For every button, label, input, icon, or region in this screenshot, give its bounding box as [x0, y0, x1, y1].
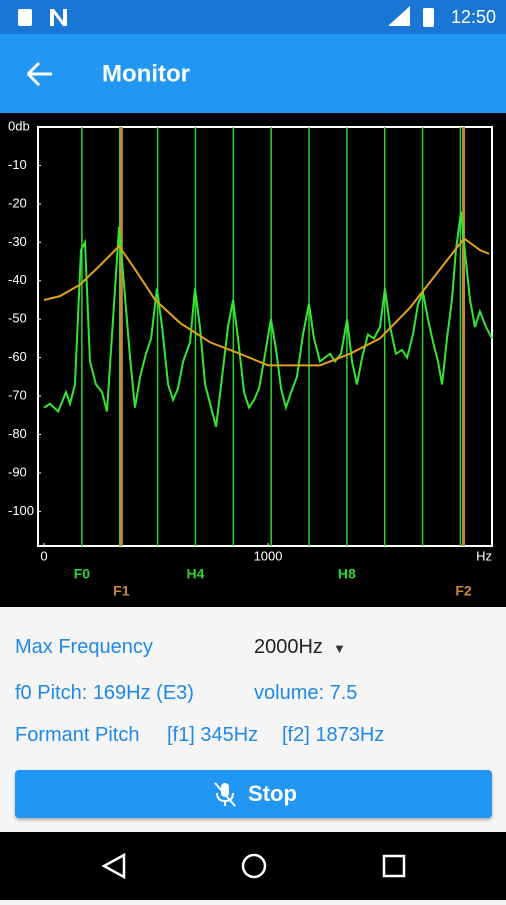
y-tick-label: -90 — [8, 464, 27, 479]
stop-button[interactable]: Stop — [15, 770, 492, 818]
battery-icon — [423, 8, 434, 27]
dropdown-arrow[interactable]: ▼ — [332, 641, 346, 656]
volume: volume: 7.5 — [254, 682, 358, 704]
f0-pitch: f0 Pitch: 169Hz (E3) — [15, 682, 194, 704]
y-tick-label: 0db — [8, 118, 30, 133]
formant-label: F2 — [455, 583, 472, 599]
formant-f1: [f1] 345Hz — [167, 724, 259, 746]
y-tick-label: -80 — [8, 426, 27, 441]
harmonic-label: H4 — [187, 566, 205, 582]
nav-home[interactable] — [241, 853, 267, 879]
y-tick-label: -30 — [8, 234, 27, 249]
x-tick-label: Hz — [476, 548, 492, 563]
spectrum-chart: 0db -10 -20 -30 -40 -50 -60 -70 -80 -90 -100 0 1000 H… — [0, 113, 506, 607]
max-frequency-dropdown[interactable]: 2000Hz ▼ — [254, 636, 346, 659]
nav-icons — [101, 852, 406, 880]
y-tick-label: -10 — [8, 157, 27, 172]
formant-label: Formant Pitch — [15, 724, 140, 746]
sd-icon — [18, 9, 32, 26]
y-tick-label: -40 — [8, 272, 27, 287]
plot-frame — [37, 126, 493, 547]
status-icons: 12:50 — [18, 6, 496, 27]
nav-back[interactable] — [101, 852, 126, 880]
mic-off-icon[interactable] — [210, 779, 240, 809]
status-bar: 12:50 — [0, 0, 506, 34]
y-tick-label: -70 — [8, 388, 27, 403]
harmonic-label: F0 — [74, 566, 91, 582]
formant-label: F1 — [113, 583, 130, 599]
spectrum-line — [43, 211, 493, 428]
app-bar-content: Monitor — [26, 60, 190, 87]
spectrum-line — [43, 237, 490, 367]
signal-icon — [388, 6, 410, 26]
nav-recents[interactable] — [382, 854, 406, 878]
y-tick-label: -20 — [8, 195, 27, 210]
app-bar: Monitor — [0, 34, 506, 113]
x-tick-label: 1000 — [254, 548, 283, 563]
y-tick-label: -50 — [8, 311, 27, 326]
harmonic-label: H8 — [338, 566, 356, 582]
stop-label[interactable]: Stop — [248, 781, 297, 806]
clock: 12:50 — [451, 7, 496, 27]
screen-title: Monitor — [102, 60, 190, 87]
n-icon — [50, 9, 67, 26]
formant-f2: [f2] 1873Hz — [282, 724, 385, 746]
max-frequency-value[interactable]: 2000Hz — [254, 636, 323, 658]
max-frequency-label: Max Frequency — [15, 636, 153, 658]
back-button[interactable] — [26, 61, 52, 87]
y-tick-label: -100 — [8, 503, 34, 518]
nav-bar — [0, 832, 506, 900]
y-tick-label: -60 — [8, 349, 27, 364]
x-tick-label: 0 — [40, 548, 47, 563]
